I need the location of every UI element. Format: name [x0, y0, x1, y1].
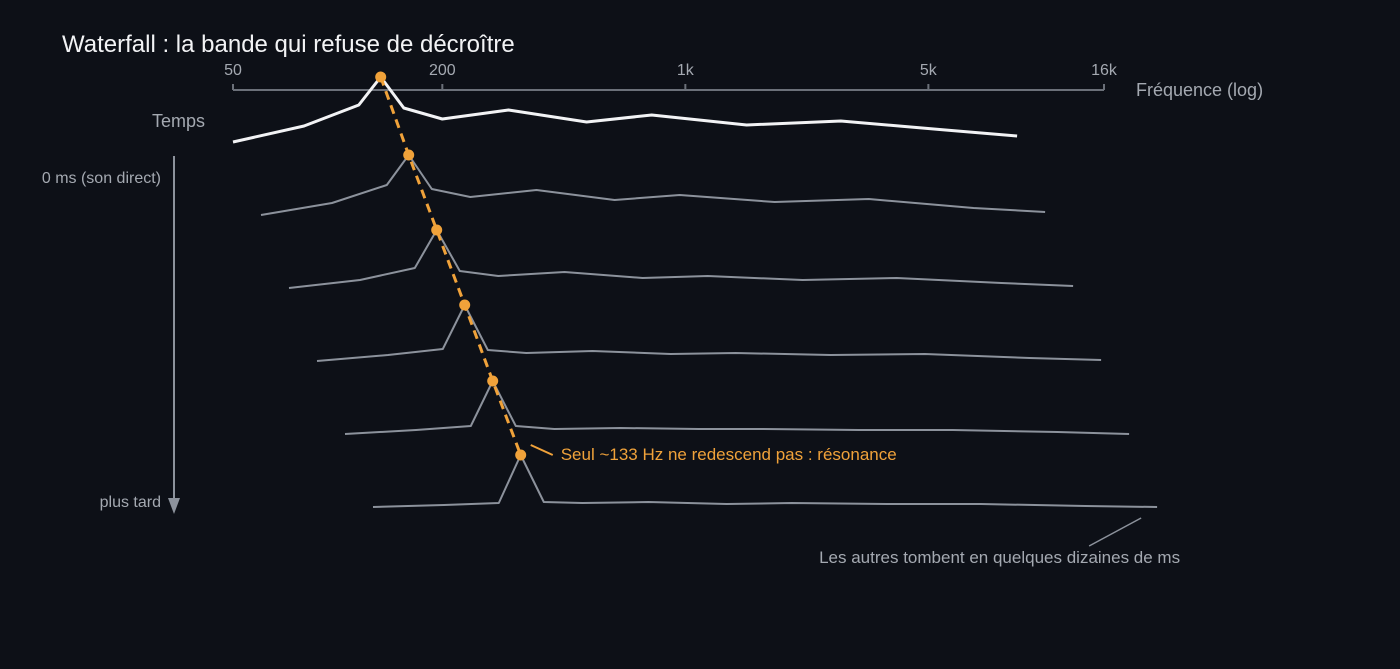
x-tick-label: 50: [224, 62, 242, 79]
waterfall-slices: [232, 75, 1158, 508]
time-start-label: 0 ms (son direct): [42, 170, 161, 187]
slice-line-2: [260, 154, 1046, 216]
slice-line-6: [372, 454, 1158, 508]
time-axis-label: Temps: [152, 111, 205, 131]
resonance-trace: [375, 71, 527, 461]
x-tick-label: 200: [429, 62, 456, 79]
resonance-point-3: [431, 224, 443, 236]
time-end-label: plus tard: [100, 494, 161, 511]
resonance-leader-line: [530, 444, 554, 456]
chart-title: Waterfall : la bande qui refuse de décro…: [62, 31, 515, 58]
annotation-resonance: Seul ~133 Hz ne redescend pas : résonanc…: [530, 444, 897, 464]
slice-line-1: [232, 75, 1018, 144]
decay-annotation: Les autres tombent en quelques dizaines …: [819, 548, 1180, 567]
resonance-trend-line: [379, 76, 523, 456]
slice-line-3: [288, 229, 1074, 289]
time-axis: Temps 0 ms (son direct) plus tard: [42, 111, 205, 514]
x-axis: 50 200 1k 5k 16k Fréquence (log): [224, 62, 1263, 100]
decay-leader-line: [1088, 517, 1142, 547]
x-tick-label: 16k: [1091, 62, 1118, 79]
resonance-point-1: [375, 71, 387, 83]
annotation-decay: Les autres tombent en quelques dizaines …: [819, 517, 1180, 567]
x-tick-label: 5k: [920, 62, 938, 79]
slice-line-4: [316, 304, 1102, 362]
resonance-point-2: [403, 149, 415, 161]
x-tick-label: 1k: [677, 62, 695, 79]
x-axis-ticks: 50 200 1k 5k 16k: [224, 62, 1118, 90]
time-axis-arrow-head: [168, 498, 180, 514]
resonance-annotation: Seul ~133 Hz ne redescend pas : résonanc…: [561, 445, 897, 464]
x-axis-label: Fréquence (log): [1136, 80, 1263, 100]
slice-line-5: [344, 380, 1130, 435]
resonance-point-6: [515, 449, 527, 461]
resonance-point-5: [487, 375, 499, 387]
resonance-point-4: [459, 299, 471, 311]
